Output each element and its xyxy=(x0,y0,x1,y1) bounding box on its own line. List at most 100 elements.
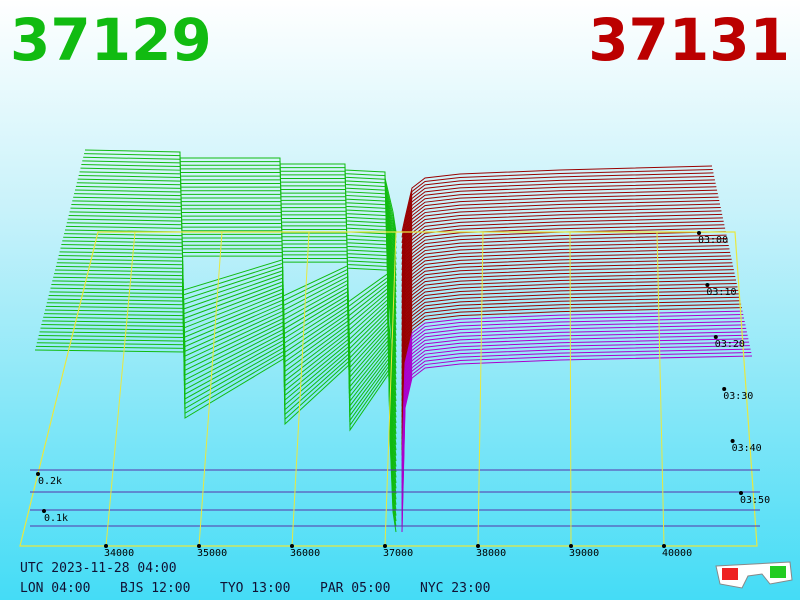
ask-depth-line xyxy=(401,182,716,260)
price-label: 37000 xyxy=(383,548,413,559)
ask-depth-line xyxy=(401,203,721,293)
ask-depth-line xyxy=(401,241,729,353)
time-tick xyxy=(722,387,727,391)
ask-depth-line xyxy=(401,206,721,298)
ask-price: 37131 xyxy=(588,6,790,74)
ask-depth-line xyxy=(401,220,724,320)
ask-depth-line xyxy=(401,282,737,418)
ask-depth-line xyxy=(401,317,745,473)
ask-depth-line xyxy=(401,296,740,440)
price-tick xyxy=(662,544,666,548)
time-tick xyxy=(739,491,743,495)
time-label: 03:10 xyxy=(706,287,736,298)
time-tick xyxy=(730,439,735,443)
ask-depth-line xyxy=(401,314,744,467)
ask-depth-line xyxy=(401,293,739,434)
ask-depth-line xyxy=(401,286,738,423)
ask-depth-line xyxy=(401,238,728,347)
price-grid-line xyxy=(198,231,223,547)
price-grid-line xyxy=(384,231,397,547)
ask-depth-line xyxy=(401,334,748,500)
city-clock: TYO 13:00 xyxy=(220,581,290,596)
time-label: 03:50 xyxy=(740,495,770,506)
price-label: 38000 xyxy=(476,548,506,559)
city-clock: NYC 23:00 xyxy=(420,581,490,596)
ask-depth-line xyxy=(401,307,742,456)
time-tick xyxy=(713,335,718,339)
axes: 34000 35000 36000 37000 38000 39000 40000 03:00… xyxy=(30,231,770,559)
price-tick xyxy=(569,544,573,548)
city-clock: LON 04:00 xyxy=(20,581,90,596)
price-label: 35000 xyxy=(197,548,227,559)
ask-depth-line xyxy=(401,234,727,342)
ask-depth-line xyxy=(401,279,737,413)
time-tick xyxy=(697,231,701,235)
depth-tick xyxy=(42,509,46,513)
depth-label: 0.1k xyxy=(44,513,68,524)
utc-time: UTC 2023-11-28 04:00 xyxy=(20,561,177,576)
ask-depth-line xyxy=(401,196,719,282)
price-tick xyxy=(383,544,387,548)
price-grid-line xyxy=(291,231,310,547)
price-grid-line xyxy=(656,231,665,547)
floor-frame xyxy=(19,231,758,547)
ask-depth-line xyxy=(401,244,729,358)
clocks: LON 04:00 BJS 12:00 TYO 13:00 PAR 05:00 NYC … xyxy=(20,581,490,596)
ask-depth-line xyxy=(401,355,753,533)
price-grid-line xyxy=(105,231,136,547)
price-label: 34000 xyxy=(104,548,134,559)
ask-depth-line xyxy=(401,289,739,429)
ask-depth-line xyxy=(401,248,730,363)
ask-depth-line xyxy=(401,217,723,314)
time-label: 03:20 xyxy=(715,339,745,350)
ask-depth-line xyxy=(401,224,725,325)
ask-depth-line xyxy=(401,300,741,445)
price-tick xyxy=(290,544,294,548)
ask-depth-line xyxy=(401,310,743,462)
ask-depth-line xyxy=(401,193,718,276)
price-grid-line xyxy=(477,231,484,547)
green-lens xyxy=(770,566,786,578)
city-clock: BJS 12:00 xyxy=(120,581,190,596)
3d-glasses-icon[interactable] xyxy=(715,561,793,589)
ask-depth-line xyxy=(401,327,747,489)
ask-depth-line xyxy=(401,262,733,385)
ask-depth-line xyxy=(401,303,742,451)
ask-depth-line xyxy=(401,272,735,402)
ask-depth-line xyxy=(401,165,713,233)
ask-depth-line xyxy=(401,345,750,516)
time-tick xyxy=(705,283,710,287)
ask-depth-line xyxy=(401,186,717,265)
price-label: 40000 xyxy=(662,548,692,559)
time-label: 03:00 xyxy=(698,235,728,246)
ask-depth-line xyxy=(401,320,745,478)
ask-depth-line xyxy=(401,231,726,336)
ask-depth-line xyxy=(401,348,751,522)
ask-depth-line xyxy=(401,269,734,396)
ask-depth-line xyxy=(401,341,750,511)
time-label: 03:40 xyxy=(732,443,762,454)
ask-depth-line xyxy=(401,258,732,380)
ask-depth-line xyxy=(401,265,734,391)
ask-depth-line xyxy=(401,168,713,238)
price-tick xyxy=(104,544,108,548)
price-label: 36000 xyxy=(290,548,320,559)
ask-depth-line xyxy=(401,210,722,303)
price-grid-line xyxy=(569,231,572,547)
ask-depth-line xyxy=(401,276,736,407)
depth-surface xyxy=(34,149,753,533)
ask-depth-line xyxy=(401,200,720,287)
red-lens xyxy=(722,568,738,580)
ask-depth-line xyxy=(401,338,749,505)
price-tick xyxy=(476,544,480,548)
ask-depth-line xyxy=(401,213,723,309)
depth-label: 0.2k xyxy=(38,476,62,487)
bid-price: 37129 xyxy=(10,6,212,74)
price-label: 39000 xyxy=(569,548,599,559)
ask-depth-line xyxy=(401,255,731,374)
time-label: 03:30 xyxy=(723,391,753,402)
bid-depth-line xyxy=(34,349,397,533)
price-tick xyxy=(197,544,201,548)
ask-depth-line xyxy=(401,324,746,483)
